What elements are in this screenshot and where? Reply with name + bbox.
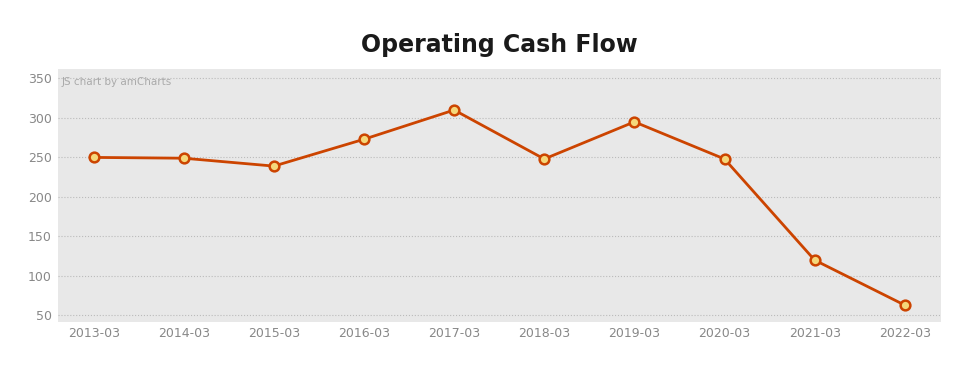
Title: Operating Cash Flow: Operating Cash Flow — [361, 33, 637, 57]
Text: JS chart by amCharts: JS chart by amCharts — [62, 77, 172, 87]
